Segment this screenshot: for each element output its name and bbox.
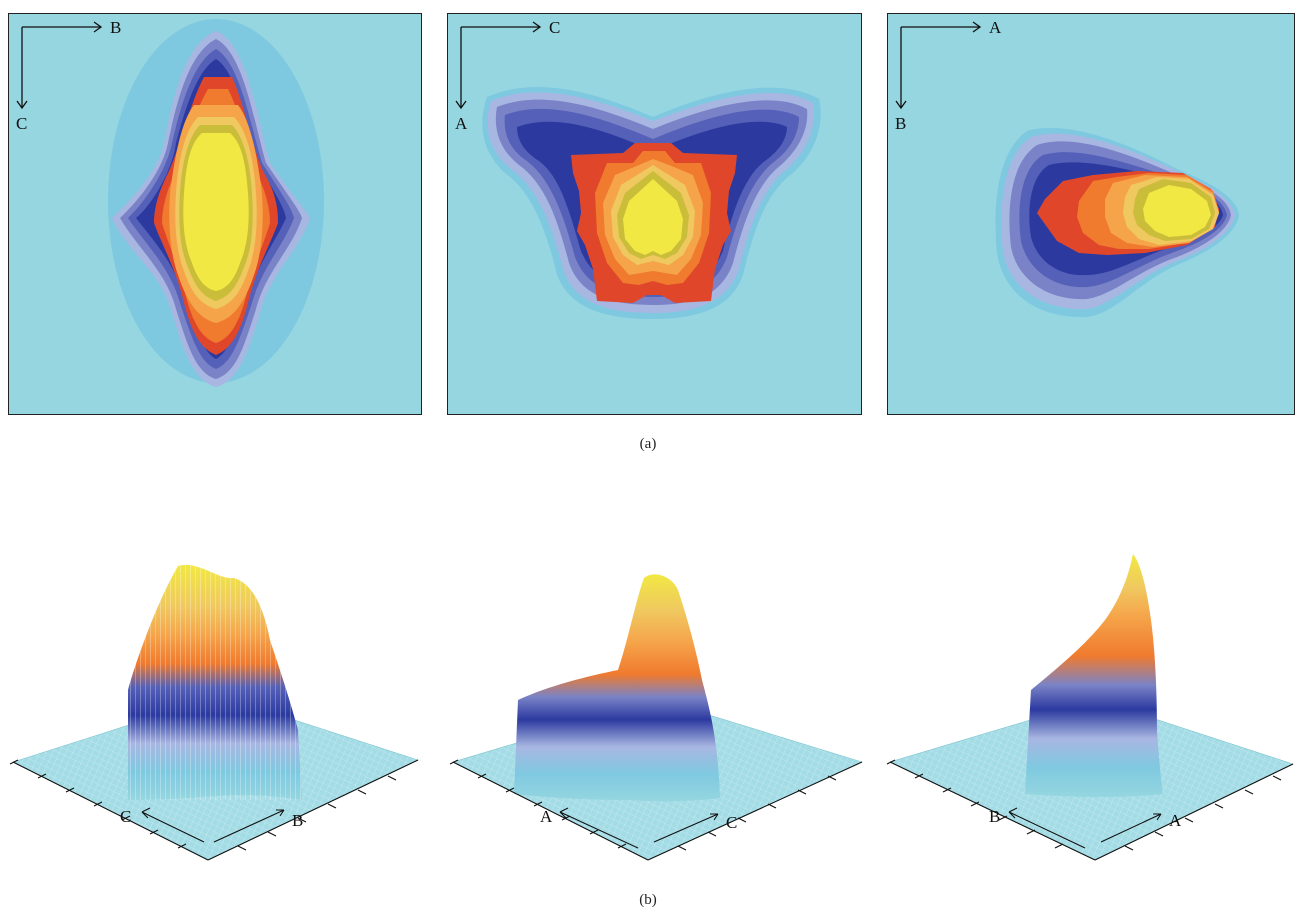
- contour-panel-3: A B: [887, 13, 1295, 415]
- axis-label-left: C: [120, 807, 131, 826]
- contour-panel-1: B C: [8, 13, 422, 415]
- axis-label-right: C: [726, 813, 737, 832]
- axis-line-left: [452, 761, 649, 861]
- axis-arrow-left: [1008, 807, 1086, 849]
- caption-b: (b): [639, 892, 657, 908]
- surface-peak: [1025, 554, 1163, 797]
- axis-indicator: B C: [16, 18, 121, 133]
- contour-panel-2: C A: [447, 13, 862, 415]
- axis-line-right: [647, 761, 863, 861]
- surface-axes: [886, 759, 1294, 861]
- contour-level-11: [1143, 185, 1211, 237]
- contour-level-11: [183, 133, 249, 291]
- axis-label-right: B: [110, 18, 121, 37]
- surface-axes: [9, 759, 419, 861]
- contour-levels: [995, 127, 1239, 318]
- axis-label-left: B: [989, 807, 1000, 826]
- surface-peak: [514, 574, 720, 802]
- surface-panel-2: A C: [449, 574, 863, 861]
- axis-arrow-left: [559, 807, 639, 849]
- axis-arrow-right: [653, 813, 719, 843]
- axis-arrow-right: [213, 809, 285, 843]
- axis-line-left: [889, 761, 1096, 861]
- axis-indicator: C A: [455, 18, 560, 133]
- contour-levels: [108, 19, 324, 387]
- axis-label-down: A: [455, 114, 468, 133]
- contour-level-11: [623, 179, 683, 255]
- axis-arrow-right: [1100, 813, 1162, 843]
- axis-label-right: A: [989, 18, 1002, 37]
- axis-label-right: B: [292, 811, 303, 830]
- surface-panel-3: B A: [886, 554, 1294, 861]
- surface-axes: [449, 759, 863, 861]
- axis-label-right: A: [1169, 811, 1182, 830]
- caption-a: (a): [639, 436, 657, 452]
- contour-levels: [482, 87, 821, 319]
- axis-line-right: [1094, 763, 1294, 861]
- axis-line-left: [12, 761, 209, 861]
- surface-panel-1: C B: [9, 564, 419, 861]
- axis-label-right: C: [549, 18, 560, 37]
- axis-indicator: A B: [895, 18, 1002, 133]
- axis-arrow-left: [141, 807, 205, 843]
- axis-label-down: C: [16, 114, 27, 133]
- axis-line-right: [207, 759, 419, 861]
- axis-label-left: A: [540, 807, 553, 826]
- axis-label-down: B: [895, 114, 906, 133]
